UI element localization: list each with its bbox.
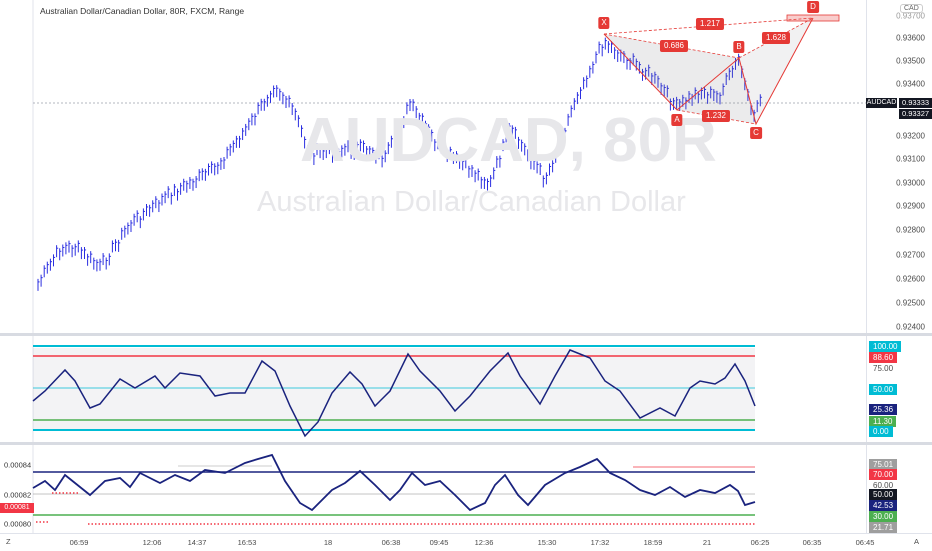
oscillator-pane[interactable]: 100.00 88.60 75.00 50.00 25.36 11.30 0.0… xyxy=(0,336,932,442)
rsi-left-tick: 0.00082 xyxy=(4,490,32,500)
rsi-left-tag: 0.00081 xyxy=(0,503,34,513)
ratio-xd: 1.217 xyxy=(695,18,725,30)
osc-band xyxy=(33,348,755,430)
rsi-level-tag: 30.00 xyxy=(869,511,898,522)
price-tick: 0.92900 xyxy=(896,201,925,211)
pane-separator[interactable] xyxy=(0,333,932,336)
time-label: 15:30 xyxy=(537,538,557,547)
price-tick: 0.92400 xyxy=(896,322,925,332)
rsi-pane[interactable]: 0.00084 0.00082 0.00080 0.00081 75.01 70… xyxy=(0,445,932,533)
watermark-name: Australian Dollar/Canadian Dollar xyxy=(257,186,686,218)
oscillator-line xyxy=(32,349,756,438)
ratio-bd: 1.628 xyxy=(761,32,791,44)
osc-level-tag: 75.00 xyxy=(873,364,894,373)
chart-title: Australian Dollar/Canadian Dollar, 80R, … xyxy=(40,6,245,16)
watermark-symbol: AUDCAD, 80R xyxy=(300,106,717,175)
time-label: 14:37 xyxy=(187,538,207,547)
price-tag: 0.93327 xyxy=(899,109,932,119)
rsi-canvas[interactable] xyxy=(0,445,866,533)
price-tick: 0.93700 xyxy=(896,11,925,21)
osc-level-tag: 88.60 xyxy=(869,352,898,363)
price-tick: 0.93100 xyxy=(896,154,925,164)
time-label: 12:36 xyxy=(474,538,494,547)
price-tick: 0.92600 xyxy=(896,274,925,284)
price-tick: 0.92500 xyxy=(896,298,925,308)
price-tick: 0.93500 xyxy=(896,56,925,66)
pattern-xb xyxy=(603,33,740,59)
time-label: 18 xyxy=(323,538,333,547)
pattern-fill-abc xyxy=(677,58,756,124)
time-label: 16:53 xyxy=(237,538,257,547)
time-label: 06:35 xyxy=(802,538,822,547)
price-chart-pane[interactable]: AUDCAD, 80R Australian Dollar/Canadian D… xyxy=(0,0,932,333)
ratio-xb: 0.686 xyxy=(659,40,689,52)
rsi-left-tick: 0.00084 xyxy=(4,460,32,470)
last-price-tag: 0.93333 xyxy=(899,98,932,108)
price-tick: 0.93600 xyxy=(896,33,925,43)
time-label: 06:45 xyxy=(855,538,875,547)
osc-value-tag: 25.36 xyxy=(869,404,898,415)
pattern-point-a: A xyxy=(671,114,683,126)
oscillator-axis[interactable]: 100.00 88.60 75.00 50.00 25.36 11.30 0.0… xyxy=(866,336,932,442)
pattern-point-b: B xyxy=(733,41,745,53)
pattern-point-c: C xyxy=(750,127,762,139)
pattern-point-d: D xyxy=(807,1,819,13)
pattern-point-x: X xyxy=(598,17,610,29)
rsi-axis[interactable]: 75.01 70.00 60.00 50.00 42.53 30.00 21.7… xyxy=(866,445,932,533)
time-axis[interactable]: 06:59 12:06 14:37 16:53 18 06:38 09:45 1… xyxy=(0,533,932,551)
ratio-ac: 1.232 xyxy=(701,110,731,122)
timezone-label[interactable]: Z xyxy=(6,537,11,546)
currency-badge[interactable]: CAD xyxy=(900,4,923,13)
oscillator-canvas[interactable] xyxy=(0,336,866,442)
time-label: 09:45 xyxy=(429,538,449,547)
price-tick: 0.93200 xyxy=(896,131,925,141)
osc-level-tag: 11.30 xyxy=(869,416,897,427)
rsi-level-tag: 21.71 xyxy=(869,522,898,533)
price-axis[interactable]: 0.93700 0.93600 0.93500 0.93400 0.93200 … xyxy=(866,0,932,333)
osc-level-tag: 0.00 xyxy=(869,426,893,437)
time-label: 17:32 xyxy=(590,538,610,547)
rsi-level-tag: 75.01 xyxy=(869,459,898,470)
osc-level-tag: 50.00 xyxy=(869,384,898,395)
time-label: 06:38 xyxy=(381,538,401,547)
rsi-level-tag: 70.00 xyxy=(869,469,898,480)
price-tick: 0.92700 xyxy=(896,250,925,260)
price-tick: 0.92800 xyxy=(896,225,925,235)
osc-level-tag: 100.00 xyxy=(869,341,902,352)
symbol-tag: AUDCAD xyxy=(866,98,897,108)
time-label: 06:25 xyxy=(750,538,770,547)
pane-separator[interactable] xyxy=(0,442,932,445)
rsi-value-tag: 42.53 xyxy=(869,500,898,511)
rsi-left-tick: 0.00080 xyxy=(4,519,32,529)
pattern-fill-xab xyxy=(604,34,739,110)
price-chart-canvas[interactable] xyxy=(0,0,866,333)
time-label: 21 xyxy=(702,538,712,547)
rsi-level-tag: 50.00 xyxy=(869,489,898,500)
rsi-level-tag: 60.00 xyxy=(873,481,894,490)
rsi-line xyxy=(32,453,756,512)
prz-box xyxy=(786,14,840,22)
price-tick: 0.93000 xyxy=(896,178,925,188)
time-label: 18:59 xyxy=(643,538,663,547)
time-label: 06:59 xyxy=(69,538,89,547)
time-label: 12:06 xyxy=(142,538,162,547)
price-tick: 0.93400 xyxy=(896,79,925,89)
pattern-fill-bcd xyxy=(739,18,813,124)
auto-scale-toggle[interactable]: A xyxy=(914,537,920,546)
